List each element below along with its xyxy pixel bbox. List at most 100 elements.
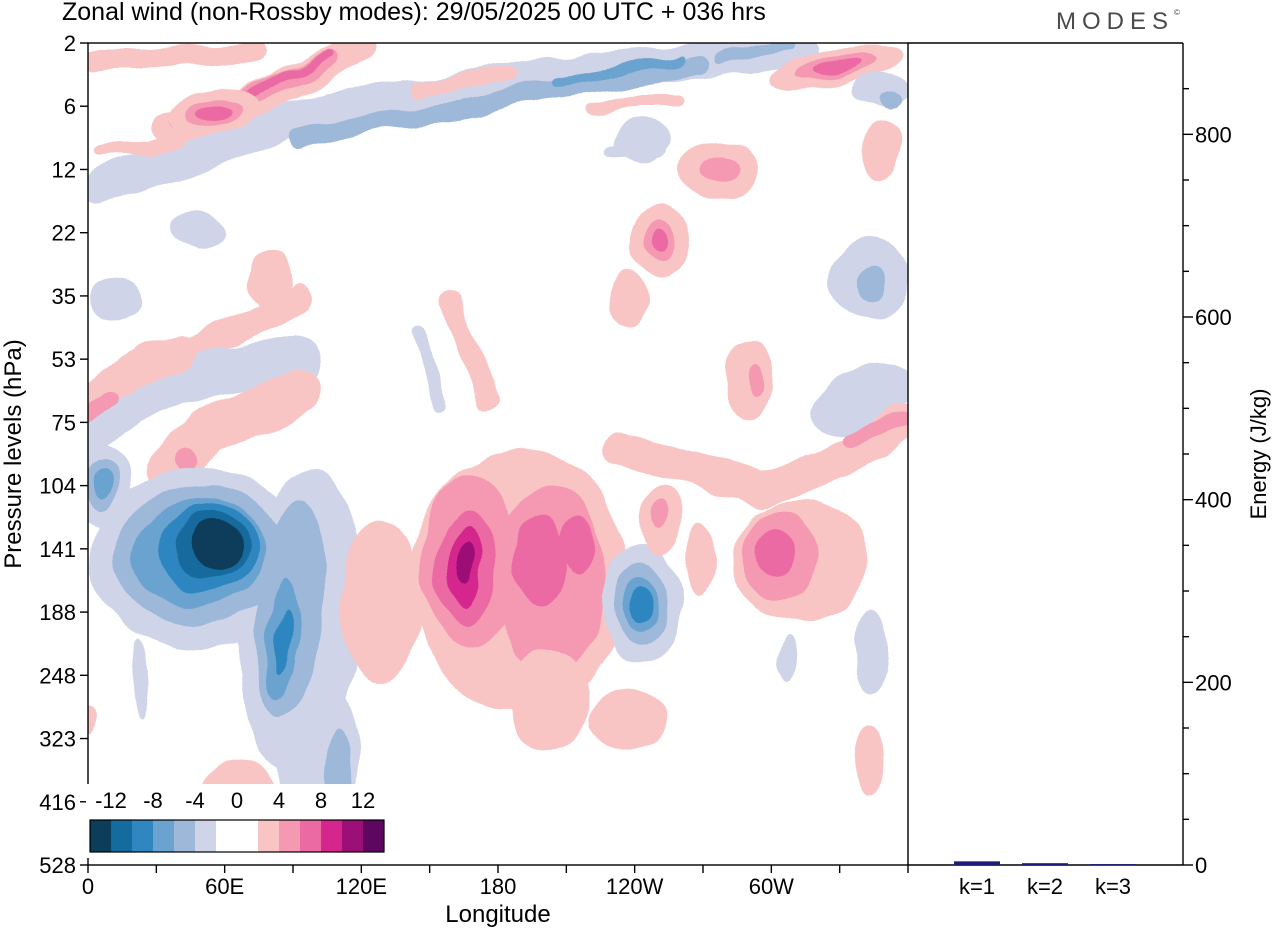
x-tick-label: 60E (205, 874, 244, 899)
y-tick-label: 35 (52, 284, 76, 309)
contour-band (94, 134, 186, 156)
colorbar-swatch (279, 820, 300, 852)
energy-axis-label: Energy (J/kg) (1246, 389, 1271, 520)
energy-y-tick-label: 600 (1195, 305, 1232, 330)
y-tick-label: 2 (64, 31, 76, 56)
x-tick-label: 180 (480, 874, 517, 899)
y-tick-label: 6 (64, 94, 76, 119)
y-tick-label: 22 (52, 221, 76, 246)
westerly-core-ring (514, 512, 566, 608)
contour-blob (855, 725, 885, 795)
x-axis-label: Longitude (445, 901, 550, 928)
contour-blob (88, 705, 96, 735)
y-tick-label: 528 (39, 853, 76, 878)
energy-bar (954, 861, 1000, 865)
y-tick-label: 141 (39, 537, 76, 562)
contour-band (413, 68, 517, 97)
contour-cell-2 (650, 229, 670, 251)
easterly-core-ring (190, 517, 246, 573)
y-tick-label: 75 (52, 410, 76, 435)
westerly-core-ring (340, 520, 420, 680)
contour-blob (855, 610, 885, 690)
y-axis-label: Pressure levels (hPa) (0, 339, 27, 568)
westerly-core-ring (460, 545, 476, 585)
colorbar-swatch (153, 820, 174, 852)
contour-band (88, 43, 270, 70)
colorbar-swatch (321, 820, 342, 852)
contour-band (584, 94, 686, 116)
colorbar-swatch (237, 820, 258, 852)
colorbar-swatch (90, 820, 111, 852)
contour-blob (685, 525, 715, 595)
contour-blob (610, 120, 670, 160)
contour-band (148, 368, 322, 492)
westerly-core-ring (562, 515, 594, 575)
y-tick-label: 188 (39, 600, 76, 625)
contour-cell-2 (91, 470, 113, 500)
energy-y-tick-label: 400 (1195, 488, 1232, 513)
y-tick-label: 53 (52, 347, 76, 372)
easterly-core-ring (273, 605, 291, 675)
contour-band (555, 55, 685, 85)
contour-blob (860, 120, 900, 180)
contour-band (714, 43, 796, 66)
contour-band (88, 336, 324, 454)
heatmap-field (88, 43, 908, 865)
contour-band (88, 333, 197, 417)
westerly-core-ring (755, 527, 795, 577)
x-tick-label: 60W (749, 874, 794, 899)
contour-blob (858, 267, 886, 303)
colorbar-swatch (195, 820, 216, 852)
colorbar-label: 4 (273, 788, 285, 813)
contour-blob (90, 280, 140, 320)
contour-band (88, 391, 119, 424)
colorbar-swatch (258, 820, 279, 852)
colorbar-label: -4 (185, 788, 205, 813)
colorbar-swatch (300, 820, 321, 852)
contour-band (440, 290, 500, 410)
contour-blob (777, 635, 797, 685)
x-tick-label: 0 (82, 874, 94, 899)
colorbar-swatch (111, 820, 132, 852)
y-tick-label: 104 (39, 474, 76, 499)
energy-y-tick-label: 200 (1195, 670, 1232, 695)
y-tick-label: 323 (39, 727, 76, 752)
colorbar-label: 8 (315, 788, 327, 813)
title: Zonal wind (non-Rossby modes): 29/05/202… (62, 0, 766, 26)
colorbar-label: 12 (351, 788, 375, 813)
colorbar-swatch (174, 820, 195, 852)
contour-blob (175, 450, 195, 474)
modes-logo: MODES© (1056, 8, 1180, 36)
colorbar-swatch (216, 820, 237, 852)
colorbar-label: -12 (95, 788, 127, 813)
contour-band (291, 56, 709, 149)
x-tick-label: 120E (336, 874, 387, 899)
energy-bar-label: k=2 (1027, 874, 1063, 899)
brand-text: MODES (1056, 8, 1175, 35)
contour-band (842, 412, 908, 448)
y-tick-label: 12 (52, 157, 76, 182)
contour-cell-3 (629, 585, 655, 623)
contour-blob (747, 364, 763, 396)
energy-y-tick-label: 800 (1195, 122, 1232, 147)
contour-cell-2 (198, 103, 232, 121)
contour-cell-2 (810, 59, 860, 77)
colorbar-label: 0 (231, 788, 243, 813)
y-tick-label: 248 (39, 663, 76, 688)
energy-y-tick-label: 0 (1195, 853, 1207, 878)
contour-cell-1 (702, 156, 738, 184)
contour-blob (132, 640, 148, 720)
contour-blob (171, 210, 229, 250)
colorbar-swatch (363, 820, 384, 852)
colorbar-swatch (342, 820, 363, 852)
contour-blob (652, 500, 668, 530)
colorbar-swatch (132, 820, 153, 852)
contour-blob (878, 92, 902, 108)
x-tick-label: 120W (606, 874, 664, 899)
contour-blob (590, 690, 670, 750)
contour-band (414, 324, 446, 416)
brand-mark: © (1174, 8, 1180, 17)
energy-bar (1022, 863, 1068, 865)
energy-bar (1090, 864, 1136, 866)
